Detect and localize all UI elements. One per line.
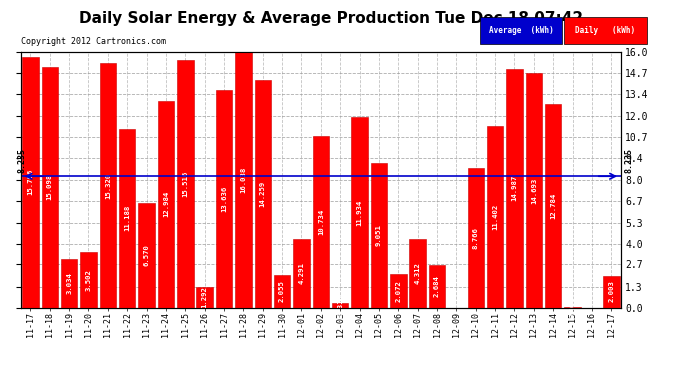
Text: 3.502: 3.502 (86, 268, 92, 291)
Text: 2.003: 2.003 (609, 280, 614, 303)
Bar (428, 265, 445, 308)
Text: 15.706: 15.706 (28, 169, 33, 195)
Text: 3.034: 3.034 (66, 272, 72, 294)
Bar (293, 239, 310, 308)
Bar (22, 57, 39, 308)
Bar (506, 69, 523, 308)
Bar (119, 129, 135, 308)
Bar (487, 126, 504, 308)
Bar (564, 307, 581, 308)
Text: 11.934: 11.934 (357, 199, 362, 225)
Bar (545, 104, 562, 308)
Text: Copyright 2012 Cartronics.com: Copyright 2012 Cartronics.com (21, 38, 166, 46)
Text: 10.734: 10.734 (318, 209, 324, 235)
Text: 13.636: 13.636 (221, 186, 227, 212)
Bar (313, 136, 329, 308)
Text: 8.235: 8.235 (18, 148, 27, 173)
Bar (371, 163, 387, 308)
Bar (468, 168, 484, 308)
Bar (235, 52, 252, 308)
Text: 9.051: 9.051 (376, 224, 382, 246)
Text: Daily Solar Energy & Average Production Tue Dec 18 07:42: Daily Solar Energy & Average Production … (79, 11, 583, 26)
Bar (99, 63, 116, 308)
Bar (274, 275, 290, 308)
Text: Average  (kWh): Average (kWh) (489, 26, 553, 35)
Text: 15.516: 15.516 (182, 171, 188, 197)
Bar (61, 259, 77, 308)
Text: 2.684: 2.684 (434, 275, 440, 297)
Text: 8.235: 8.235 (624, 148, 633, 173)
Bar (197, 287, 213, 308)
Bar (390, 274, 406, 308)
Text: 6.570: 6.570 (144, 244, 150, 266)
Text: 0.310: 0.310 (337, 294, 343, 316)
Bar (138, 203, 155, 308)
Text: 15.098: 15.098 (47, 174, 52, 200)
Bar (332, 303, 348, 307)
Text: 12.984: 12.984 (163, 191, 169, 217)
Text: 15.320: 15.320 (105, 172, 111, 198)
Text: 14.693: 14.693 (531, 177, 537, 204)
Bar (41, 67, 58, 308)
Bar (255, 80, 271, 308)
Bar (351, 117, 368, 308)
Text: 11.188: 11.188 (124, 205, 130, 231)
Text: 12.784: 12.784 (550, 192, 556, 219)
Text: Daily   (kWh): Daily (kWh) (575, 26, 635, 35)
Text: 11.402: 11.402 (492, 204, 498, 230)
Bar (80, 252, 97, 308)
Text: 4.312: 4.312 (415, 262, 421, 284)
Bar (603, 276, 620, 308)
Bar (216, 90, 233, 308)
Bar (158, 100, 174, 308)
Text: 1.292: 1.292 (201, 286, 208, 308)
Bar (177, 60, 193, 308)
Bar (409, 239, 426, 308)
Text: 2.055: 2.055 (279, 280, 285, 302)
Bar (526, 74, 542, 308)
Text: 16.038: 16.038 (240, 166, 246, 193)
Text: 8.766: 8.766 (473, 227, 479, 249)
Text: 2.072: 2.072 (395, 280, 402, 302)
Text: 14.259: 14.259 (259, 181, 266, 207)
Text: 0.053: 0.053 (569, 296, 575, 318)
Text: 14.987: 14.987 (511, 175, 518, 201)
Text: 4.291: 4.291 (299, 262, 304, 284)
